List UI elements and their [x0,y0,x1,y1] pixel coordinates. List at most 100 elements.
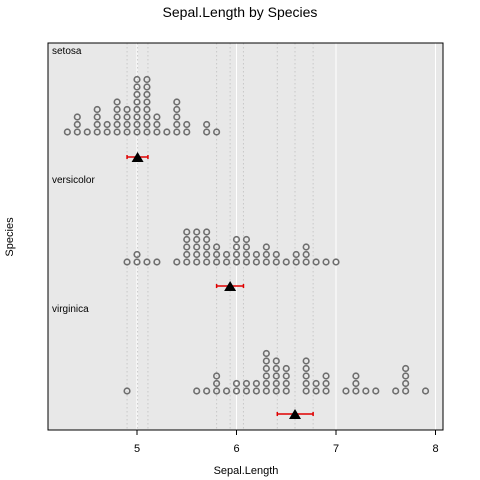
data-point [133,90,141,99]
data-point [282,258,290,266]
data-point [193,250,201,259]
data-point [123,258,131,266]
data-point [153,113,161,121]
data-point [292,250,300,259]
data-point [352,372,360,380]
data-point [193,243,201,251]
data-point [402,387,410,395]
x-axis-label: Sepal.Length [214,465,279,477]
data-point [262,258,270,266]
data-point [282,379,290,388]
data-point [402,364,410,373]
group-setosa: setosa [52,46,221,162]
data-point [183,128,191,136]
data-point [262,364,270,373]
data-point [133,250,141,259]
data-point [203,387,211,395]
data-point [272,250,280,259]
data-point [203,258,211,266]
mean-marker [131,152,144,162]
data-point [143,128,151,136]
mean-marker [289,409,302,419]
data-point [262,372,270,380]
data-point [352,387,360,395]
data-point [173,128,181,136]
data-point [93,120,101,129]
data-point [63,128,71,136]
data-point [143,113,151,121]
data-point [133,258,141,266]
data-point [302,250,310,259]
data-point [252,258,260,266]
data-point [113,105,121,114]
data-point [312,258,320,266]
data-point [113,120,121,129]
x-axis: 5 6 7 8 [134,430,439,455]
data-point [402,379,410,388]
data-point [193,387,201,395]
data-point [242,250,251,259]
data-point [302,258,310,266]
data-point [232,387,241,395]
data-point [242,258,251,266]
data-point [103,120,111,129]
group-label: virginica [52,304,89,315]
data-point [421,387,430,395]
data-point [222,250,231,259]
data-point [302,379,310,388]
data-point [83,128,91,136]
data-point [332,258,340,266]
data-point [143,120,151,129]
data-point [342,387,350,395]
data-point [93,105,101,114]
data-point [213,250,221,259]
group-virginica: virginica [52,304,430,419]
data-point [232,243,241,251]
data-point [262,250,270,259]
data-point [133,105,141,114]
data-point [272,387,280,395]
data-point [173,258,181,266]
data-point [183,250,191,259]
data-point [322,258,330,266]
data-point [252,387,260,395]
data-point [103,128,111,136]
data-point [402,372,410,380]
group-versicolor: versicolor [52,175,340,291]
y-axis-label: Species [4,217,16,257]
data-point [123,113,131,121]
data-point [272,372,280,380]
data-point [322,372,330,380]
data-point [372,387,380,395]
data-point [163,128,171,136]
data-point [222,387,231,395]
data-point [322,387,330,395]
data-point [183,228,191,236]
data-point [183,235,191,244]
data-point [113,113,121,121]
data-point [133,128,141,136]
data-point [143,83,151,91]
data-point [173,113,181,121]
data-point [193,235,201,244]
data-point [203,228,211,236]
data-point [193,258,201,266]
data-point [123,105,131,114]
data-point [203,250,211,259]
data-point [73,113,81,121]
data-point [222,258,231,266]
data-point [312,379,320,388]
data-point [113,128,121,136]
data-point [282,372,290,380]
data-point [242,235,251,244]
data-point [242,243,251,251]
data-point [113,98,121,106]
data-point [312,387,320,395]
data-point [262,243,270,251]
data-point [272,379,280,388]
data-point [232,250,241,259]
x-tick-label: 6 [233,443,239,455]
data-point [213,243,221,251]
data-point [123,120,131,129]
data-point [143,98,151,106]
